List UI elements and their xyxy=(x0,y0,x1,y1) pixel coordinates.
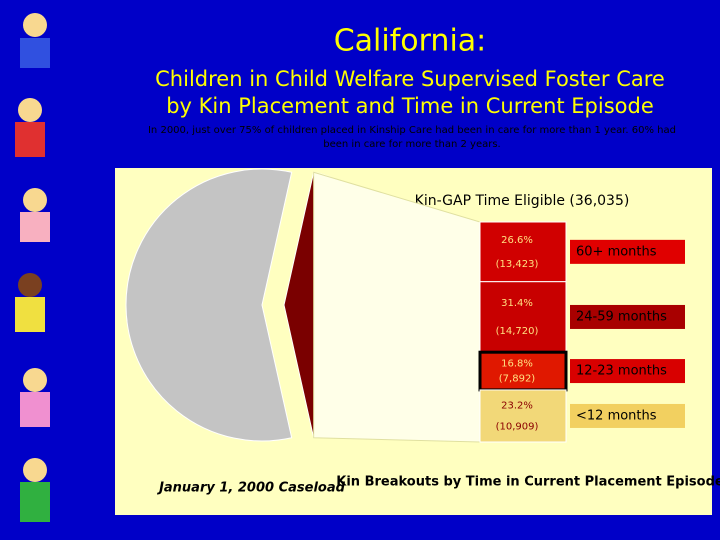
note: In 2000, just over 75% of children place… xyxy=(148,125,676,136)
bar-segment xyxy=(479,389,567,443)
legend-box xyxy=(570,359,685,384)
legend-label: 60+ months xyxy=(576,244,657,259)
value-label: 26.6% xyxy=(501,235,533,246)
bar-segment xyxy=(478,350,568,392)
legend-box xyxy=(570,239,685,264)
legend-box xyxy=(570,304,685,329)
value-label: 16.8% xyxy=(501,359,533,370)
caption: January 1, 2000 Caseload xyxy=(156,481,346,496)
legend-label: 12-23 months xyxy=(576,364,667,379)
pie-slice xyxy=(125,168,293,442)
count-label: (7,892) xyxy=(499,374,536,385)
bar-segment xyxy=(479,221,567,283)
legend-label: <12 months xyxy=(576,408,657,423)
legend-box xyxy=(570,403,685,428)
value-label: 23.2% xyxy=(501,401,533,412)
bar-segment xyxy=(479,281,567,353)
title: California: xyxy=(334,24,487,59)
count-label: (14,720) xyxy=(496,326,539,337)
value-label: 31.4% xyxy=(501,298,533,309)
note: been in care for more than 2 years. xyxy=(323,139,500,150)
legend-label: 24-59 months xyxy=(576,309,667,324)
subtitle: Children in Child Welfare Supervised Fos… xyxy=(155,67,665,91)
count-label: (10,909) xyxy=(496,421,539,432)
caption: Kin Breakouts by Time in Current Placeme… xyxy=(336,475,720,490)
bar-title: Kin-GAP Time Eligible (36,035) xyxy=(415,193,630,209)
decoration xyxy=(15,13,50,522)
subtitle: by Kin Placement and Time in Current Epi… xyxy=(166,94,654,118)
count-label: (13,423) xyxy=(496,259,539,270)
